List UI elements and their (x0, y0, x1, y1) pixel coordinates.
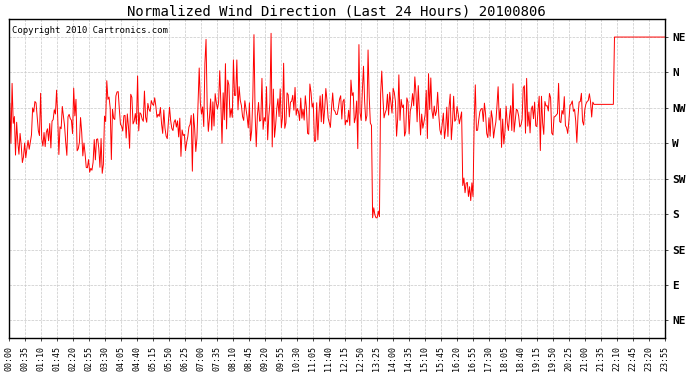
Title: Normalized Wind Direction (Last 24 Hours) 20100806: Normalized Wind Direction (Last 24 Hours… (128, 4, 546, 18)
Text: Copyright 2010 Cartronics.com: Copyright 2010 Cartronics.com (12, 26, 168, 35)
